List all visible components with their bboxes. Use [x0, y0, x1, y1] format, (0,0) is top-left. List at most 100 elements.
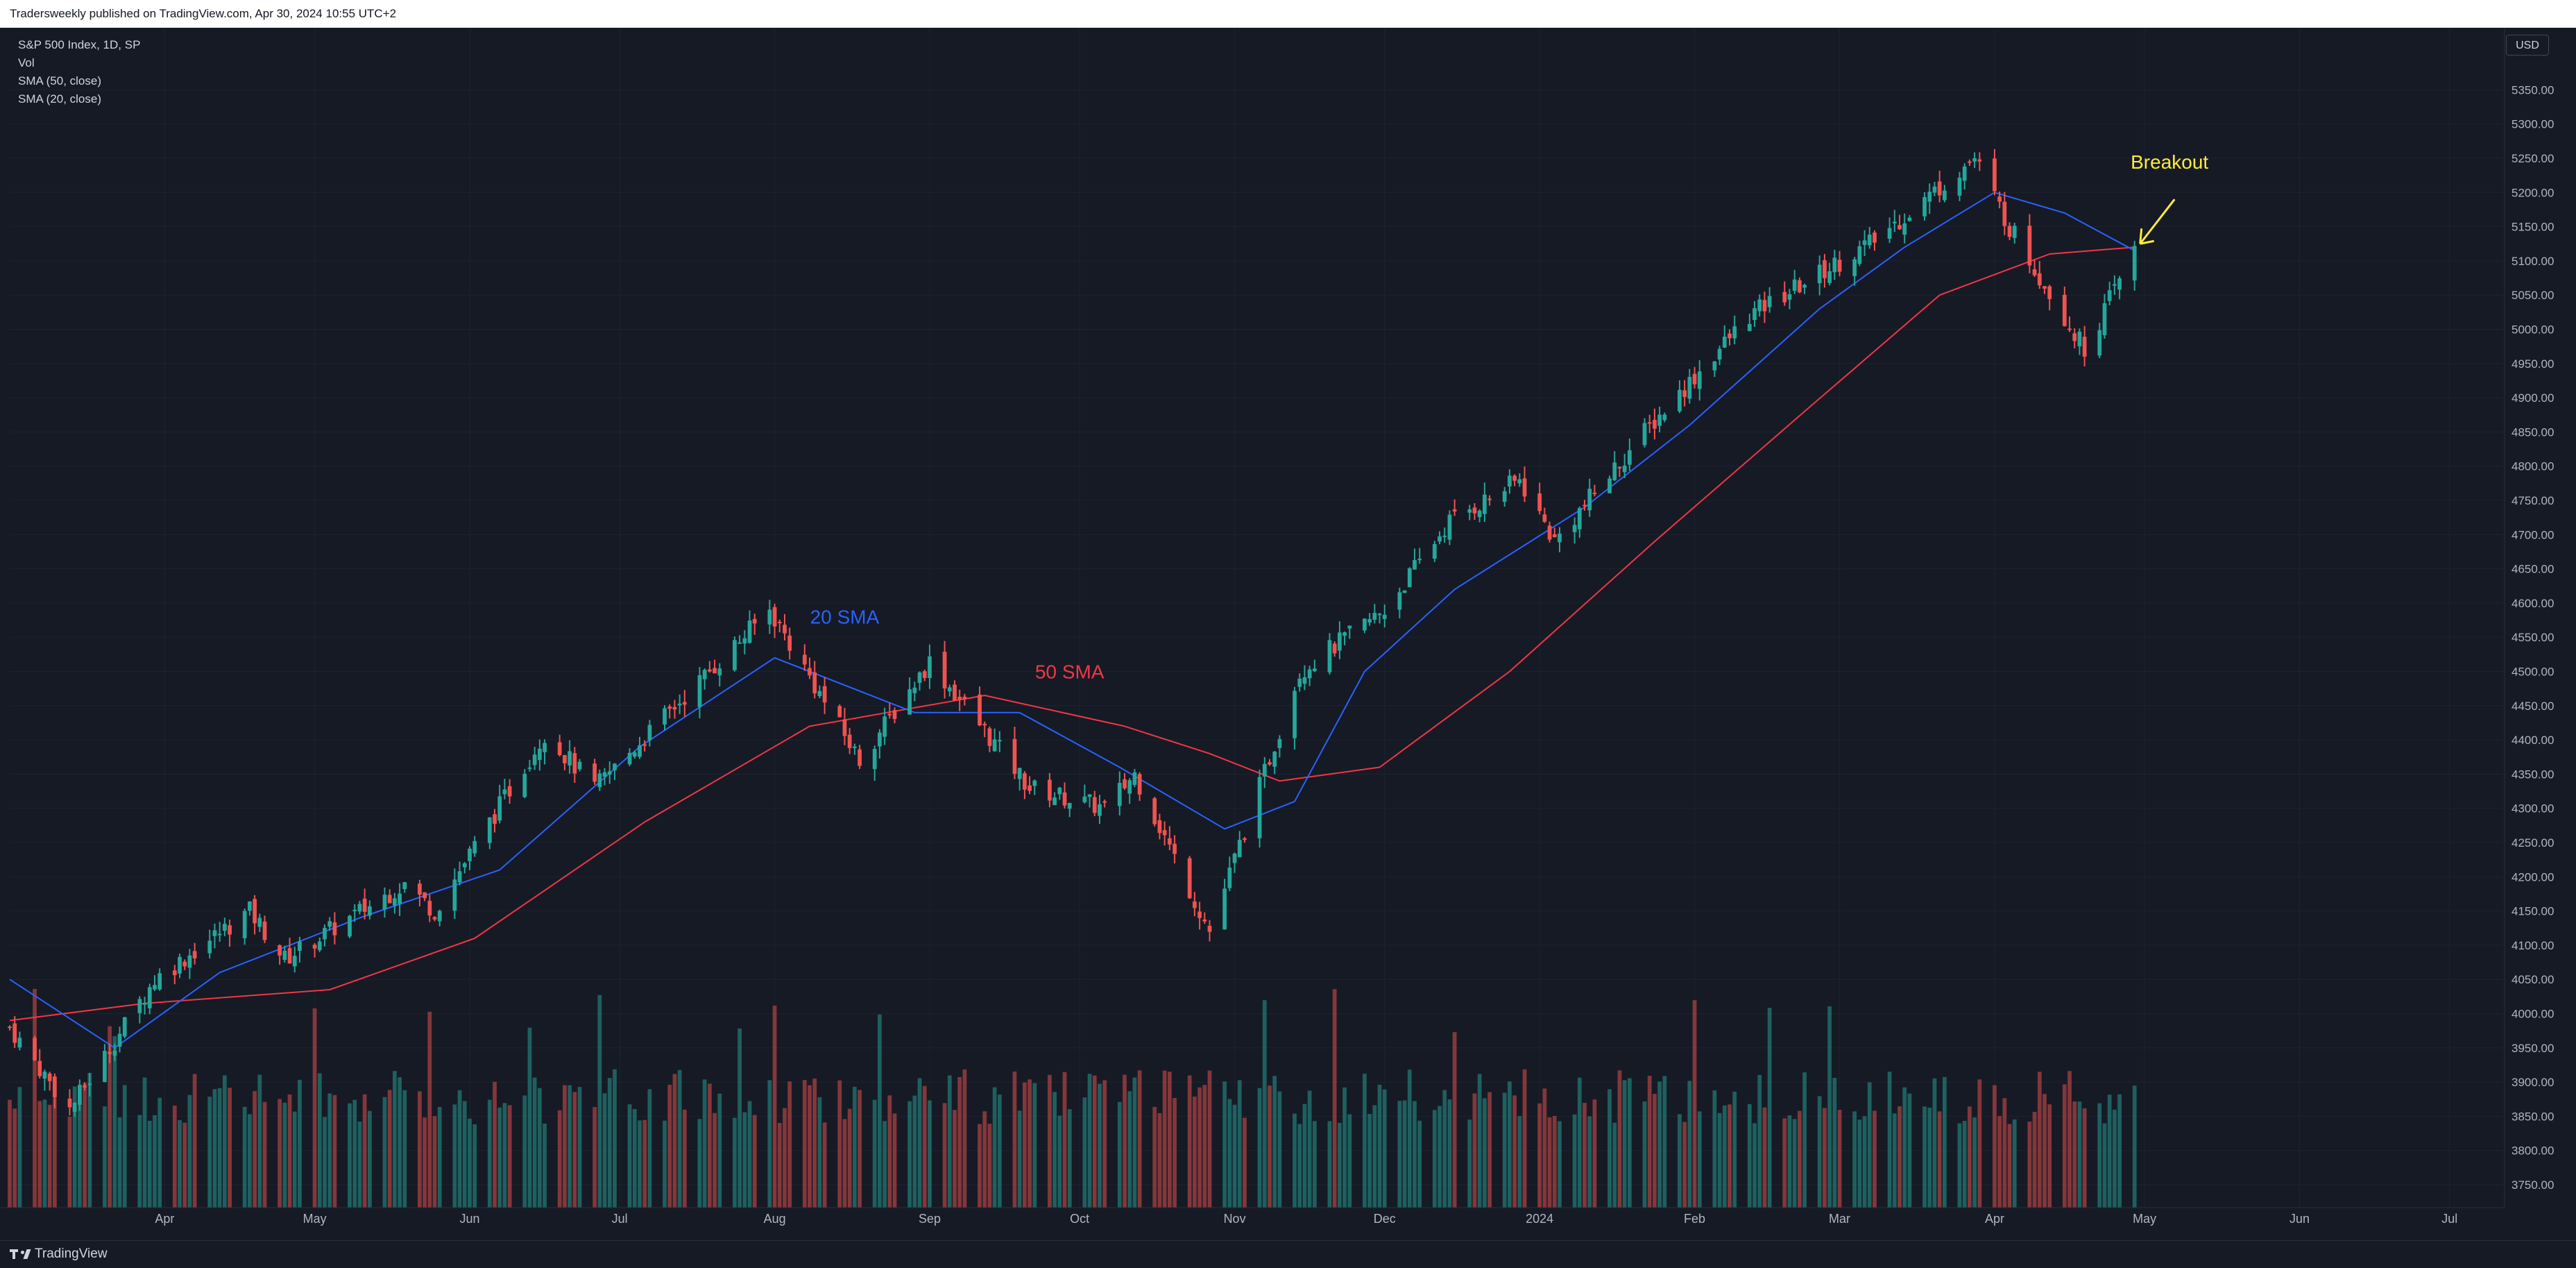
volume-bar [568, 1085, 572, 1208]
time-tick-label: Jul [612, 1212, 628, 1226]
time-tick-label: Apr [155, 1212, 174, 1226]
volume-bar [47, 1104, 52, 1208]
volume-bar [312, 1008, 317, 1208]
volume-bar [2002, 1098, 2007, 1208]
price-tick-label: 3750.00 [2511, 1178, 2554, 1192]
candle-body [882, 716, 887, 737]
volume-bar [1057, 1115, 1062, 1208]
candle-body [1162, 830, 1167, 836]
candle-body [742, 638, 747, 644]
volume-bar [667, 1084, 672, 1208]
volume-bar [278, 1099, 282, 1208]
candle-body [1327, 640, 1332, 673]
time-tick-label: Mar [1829, 1212, 1850, 1226]
candle-body [613, 763, 617, 770]
volume-bar [2102, 1123, 2107, 1208]
volume-bar [382, 1097, 387, 1208]
candle-body [1942, 190, 1947, 201]
sma-50-layer [9, 246, 2135, 1022]
volume-bar [1162, 1070, 1167, 1208]
time-tick-label: Feb [1684, 1212, 1705, 1226]
legend-sma-20[interactable]: SMA (20, close) [18, 92, 101, 105]
candle-body [83, 1085, 87, 1088]
volume-bar [1862, 1116, 1867, 1208]
candle-body [1193, 901, 1197, 908]
volume-bar [1897, 1106, 1902, 1208]
candle-body [837, 706, 842, 718]
volume-bar [2072, 1101, 2077, 1208]
volume-bar [1342, 1087, 1347, 1208]
price-tick-label: 4850.00 [2511, 425, 2554, 439]
volume-bar [157, 1097, 162, 1208]
volume-bar [1787, 1115, 1792, 1208]
grid [10, 28, 2505, 1208]
volume-bar [677, 1070, 682, 1208]
volume-bar [1617, 1070, 1622, 1208]
candle-body [1678, 389, 1682, 412]
volume-bar [362, 1094, 367, 1208]
candle-body [1782, 291, 1787, 303]
candle-body [387, 895, 392, 904]
candle-body [1332, 643, 1337, 654]
candle-body [393, 898, 397, 906]
tradingview-logo[interactable]: TradingView [10, 1246, 108, 1262]
volume-bar [367, 1110, 372, 1208]
candle-body [842, 719, 847, 736]
volume-bar [1873, 1110, 1877, 1208]
volume-bar [1927, 1107, 1932, 1208]
price-tick-label: 5200.00 [2511, 186, 2554, 199]
volume-bar [1048, 1074, 1052, 1208]
candle-body [1857, 246, 1862, 264]
volume-bar [437, 1107, 442, 1208]
volume-bar [423, 1117, 427, 1208]
volume-bar [298, 1079, 302, 1208]
volume-bar [1347, 1114, 1352, 1208]
volume-bar [1197, 1087, 1202, 1208]
price-tick-label: 4700.00 [2511, 528, 2554, 541]
legend-sma-50[interactable]: SMA (50, close) [18, 74, 101, 87]
volume-bar [142, 1077, 147, 1208]
volume-bar [1127, 1091, 1132, 1208]
candle-body [228, 925, 232, 935]
volume-bar [572, 1092, 577, 1208]
price-tick-label: 5350.00 [2511, 83, 2554, 96]
volume-bar [962, 1069, 967, 1208]
price-axis[interactable]: 3750.00 3800.00 3850.00 3900.00 3950.00 4000.… [2504, 28, 2554, 1208]
legend-volume[interactable]: Vol [18, 56, 35, 69]
volume-bar [1517, 1116, 1522, 1208]
candle-body [632, 752, 637, 757]
volume-bar [1653, 1094, 1657, 1208]
volume-bar [1832, 1078, 1837, 1208]
volume-bar [702, 1079, 707, 1208]
annotation-label: Breakout [2131, 151, 2208, 173]
volume-bar [178, 1119, 182, 1208]
volume-bar [1612, 1122, 1617, 1208]
candle-body [262, 921, 267, 940]
volume-bar [1377, 1084, 1382, 1208]
volume-bar [1327, 1121, 1332, 1208]
volume-bar [187, 1094, 192, 1208]
currency-label[interactable]: USD [2506, 35, 2549, 56]
candle-body [1547, 525, 1552, 540]
candle-body [1272, 752, 1277, 767]
candle-body [847, 734, 852, 748]
price-tick-label: 4750.00 [2511, 494, 2554, 507]
candle-body [677, 703, 682, 706]
volume-bar [357, 1121, 362, 1208]
volume-bar [783, 1108, 787, 1208]
volume-bar [42, 1099, 47, 1208]
volume-bar [1372, 1105, 1377, 1208]
candle-body [1817, 264, 1822, 284]
volume-bar [17, 1087, 22, 1208]
volume-bar [1272, 1076, 1277, 1208]
volume-bar [577, 1087, 582, 1208]
candle-body [147, 987, 152, 1008]
legend-symbol[interactable]: S&P 500 Index, 1D, SP [18, 38, 141, 51]
candle-body [672, 707, 677, 710]
volume-bar [1957, 1123, 1962, 1208]
price-chart[interactable]: 20 SMA 50 SMA Breakout 3750.00 3800.00 3850.… [0, 28, 2576, 1240]
volume-bar [947, 1075, 952, 1208]
time-axis[interactable]: Apr May Jun Jul Aug Sep Oct Nov Dec 2024 Feb Mar Apr… [0, 1207, 2505, 1226]
volume-bar [418, 1091, 422, 1208]
candle-body [212, 930, 217, 936]
